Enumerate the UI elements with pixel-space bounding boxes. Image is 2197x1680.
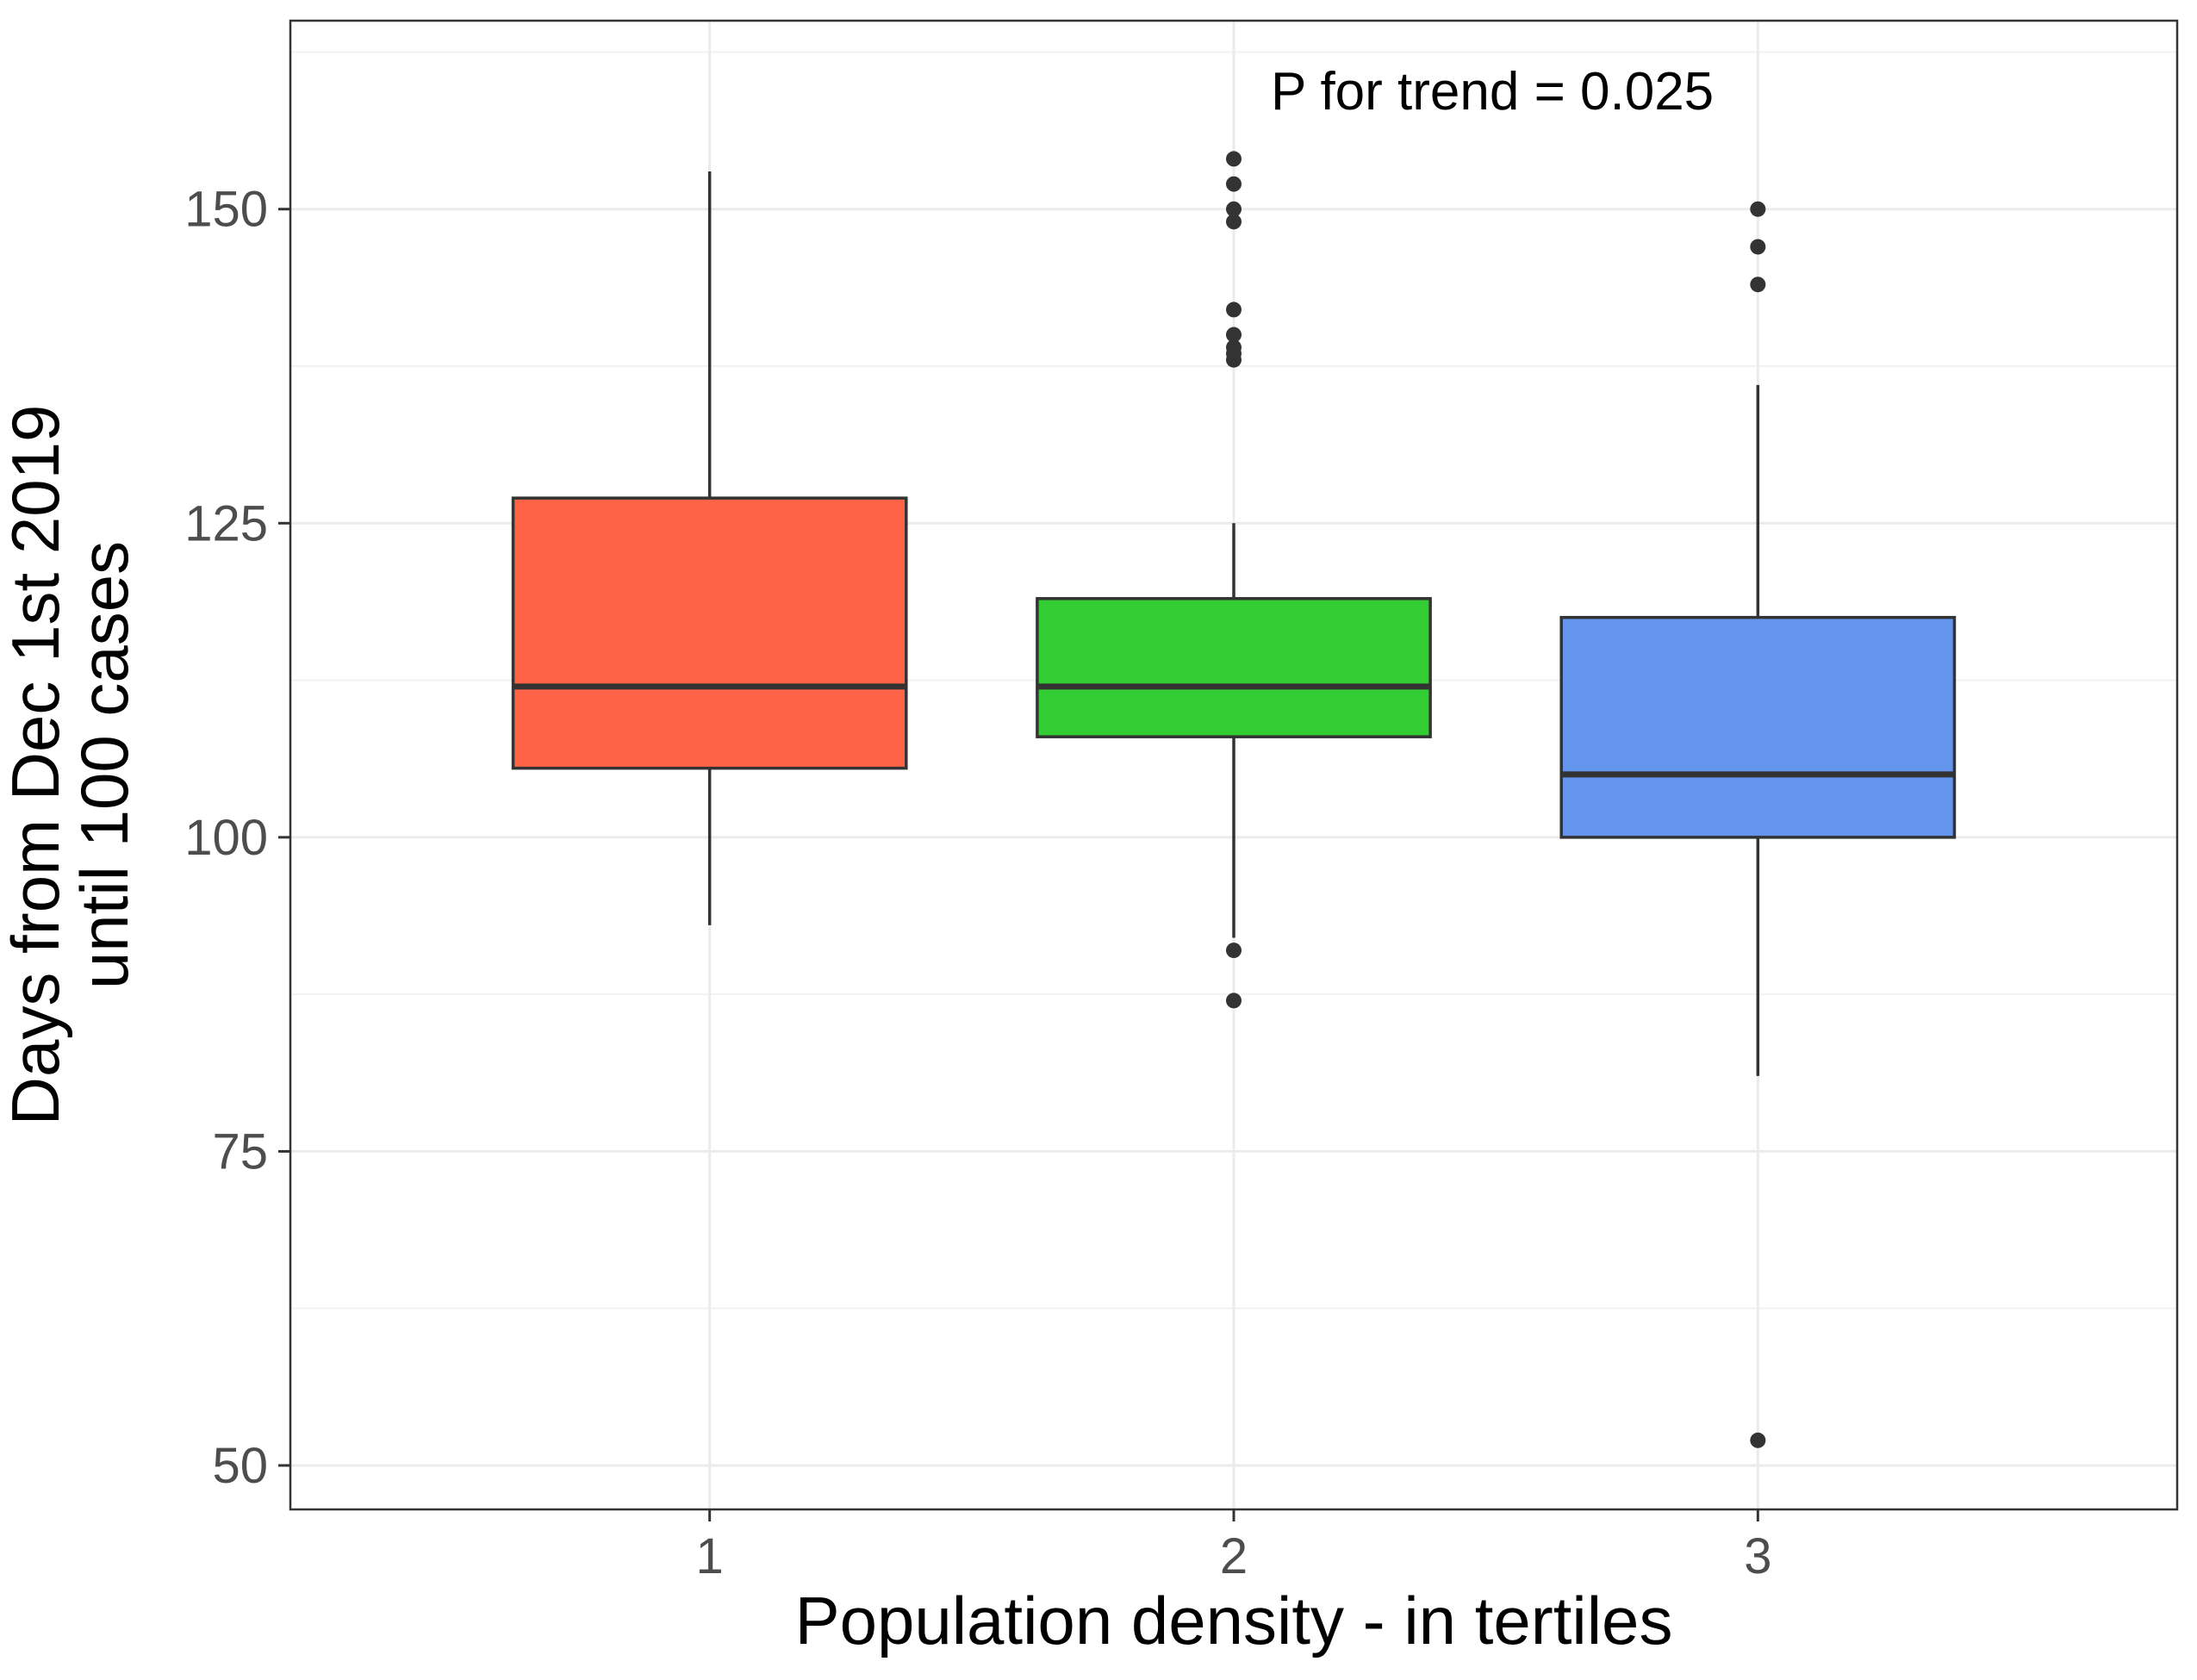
outlier-point-3 (1750, 1432, 1766, 1448)
y-tick-label: 75 (212, 1123, 268, 1179)
outlier-point-2 (1226, 302, 1242, 318)
outlier-point-3 (1750, 201, 1766, 217)
box-group-2 (1036, 151, 1432, 1009)
y-tick-label: 100 (184, 810, 268, 866)
x-tick-label: 3 (1744, 1528, 1771, 1584)
x-tick-label: 2 (1220, 1528, 1248, 1584)
y-tick-label: 50 (212, 1438, 268, 1494)
box-1 (511, 496, 908, 770)
y-axis-title-line-1: Days from Dec 1st 2019 (0, 405, 73, 1126)
panel-border (289, 19, 2179, 1511)
box-3 (1559, 615, 1957, 839)
outlier-point-2 (1226, 339, 1242, 356)
y-tick-label: 150 (184, 182, 268, 238)
box-group-3 (1559, 201, 1957, 1448)
outlier-point-2 (1226, 943, 1242, 959)
outlier-point-2 (1226, 327, 1242, 343)
outlier-point-3 (1750, 277, 1766, 293)
y-tick-label: 125 (184, 495, 268, 551)
box-2 (1036, 597, 1432, 738)
outlier-point-2 (1226, 151, 1242, 167)
box-group-1 (511, 171, 908, 925)
outlier-point-2 (1226, 176, 1242, 192)
x-axis-title: Population density - in tertiles (795, 1583, 1673, 1658)
axis-layer: 50 75 100 125 150 1 2 3 (184, 182, 1771, 1584)
outlier-point-2 (1226, 992, 1242, 1009)
p-value-annotation: P for trend = 0.025 (1271, 62, 1714, 121)
x-tick-label: 1 (696, 1528, 724, 1584)
box-layer (511, 151, 1957, 1448)
outlier-point-2 (1226, 214, 1242, 230)
outlier-point-3 (1750, 239, 1766, 255)
outlier-point-2 (1226, 201, 1242, 217)
y-axis-title-line-2: until 100 cases (66, 541, 142, 989)
